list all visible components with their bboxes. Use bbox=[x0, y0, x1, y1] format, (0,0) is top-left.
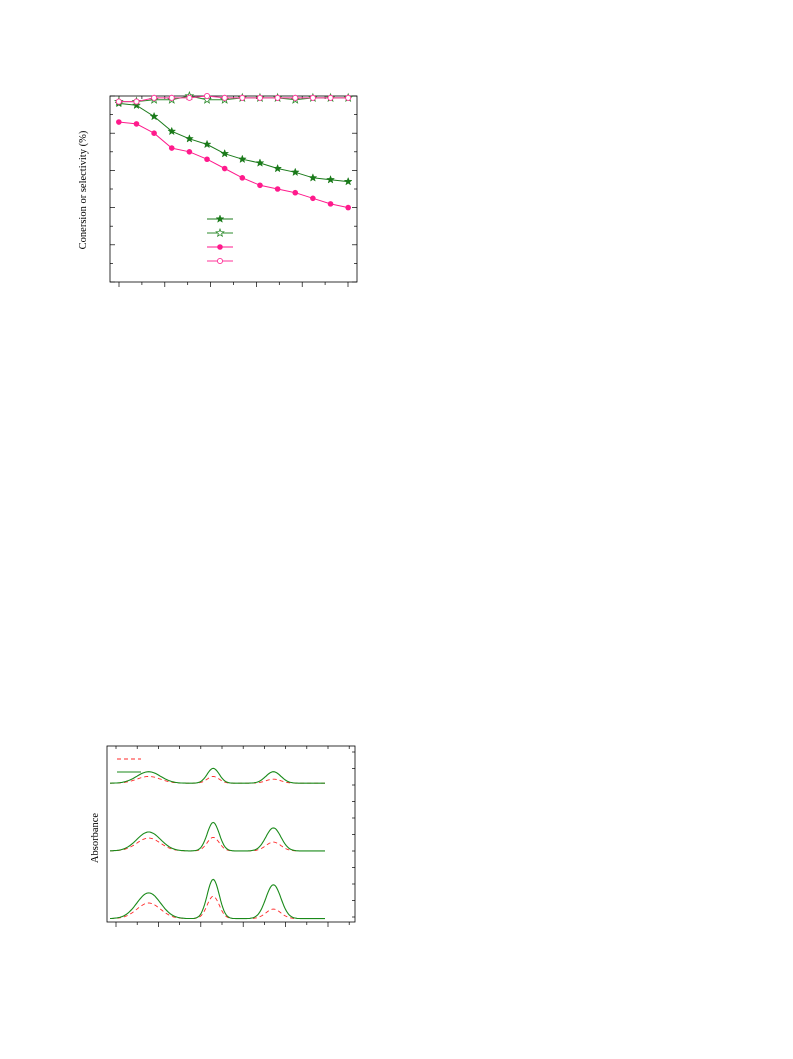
y-axis-label: Conersion or selectivity (%) bbox=[78, 130, 89, 249]
data-point-2 bbox=[133, 121, 140, 127]
legend bbox=[117, 758, 141, 773]
data-point-2 bbox=[168, 145, 175, 151]
data-point-3 bbox=[292, 94, 299, 101]
data-point-0 bbox=[184, 134, 194, 143]
dashed-spectrum-1 bbox=[109, 836, 325, 852]
solid-spectrum-1 bbox=[110, 821, 325, 852]
tick-marks bbox=[110, 95, 357, 287]
data-point-2 bbox=[221, 165, 228, 172]
data-point-3 bbox=[345, 94, 352, 101]
data-point-3 bbox=[115, 98, 122, 105]
data-point-0 bbox=[326, 174, 336, 184]
data-point-2 bbox=[327, 201, 334, 207]
data-point-3 bbox=[203, 92, 211, 100]
spectra-layer bbox=[109, 767, 325, 920]
data-point-3 bbox=[151, 94, 158, 101]
series-line-2 bbox=[118, 121, 349, 209]
dashed-spectrum-2 bbox=[110, 895, 325, 920]
data-point-2 bbox=[292, 189, 299, 196]
data-point-3 bbox=[274, 94, 281, 101]
data-point-0 bbox=[202, 139, 212, 149]
data-point-0 bbox=[255, 158, 265, 167]
data-point-1 bbox=[202, 94, 212, 104]
y-axis-label: Absorbance bbox=[90, 813, 101, 863]
data-point-0 bbox=[220, 148, 230, 158]
legend-marker bbox=[217, 244, 223, 250]
plot-frame bbox=[109, 95, 358, 283]
data-point-2 bbox=[204, 156, 210, 163]
data-point-2 bbox=[151, 130, 157, 136]
data-point-0 bbox=[237, 154, 247, 164]
data-point-2 bbox=[274, 186, 281, 192]
data-point-3 bbox=[186, 94, 193, 101]
data-point-0 bbox=[273, 163, 283, 173]
dashed-spectrum-0 bbox=[110, 776, 325, 784]
legend-marker bbox=[215, 214, 225, 223]
data-point-3 bbox=[133, 98, 140, 105]
conversion-selectivity-chart: Conersion or selectivity (%) bbox=[78, 90, 358, 287]
data-point-3 bbox=[256, 94, 264, 101]
data-point-0 bbox=[290, 167, 300, 177]
data-point-2 bbox=[239, 175, 246, 181]
data-point-3 bbox=[239, 94, 246, 101]
data-point-0 bbox=[343, 176, 353, 186]
legend-marker bbox=[215, 227, 225, 238]
data-point-2 bbox=[116, 119, 122, 125]
data-point-3 bbox=[221, 94, 228, 101]
tick-marks bbox=[115, 746, 355, 927]
series-layer bbox=[113, 90, 354, 211]
data-point-0 bbox=[131, 100, 141, 110]
solid-spectrum-2 bbox=[110, 878, 325, 920]
plot-frame bbox=[106, 745, 356, 923]
solid-spectrum-0 bbox=[110, 767, 325, 784]
data-point-2 bbox=[186, 149, 193, 155]
data-point-3 bbox=[327, 94, 334, 101]
data-point-2 bbox=[345, 204, 351, 211]
legend-marker bbox=[216, 257, 224, 265]
data-point-0 bbox=[308, 173, 318, 182]
data-point-2 bbox=[310, 195, 316, 202]
data-point-3 bbox=[168, 94, 175, 101]
data-point-3 bbox=[309, 94, 316, 101]
data-point-0 bbox=[167, 126, 177, 136]
data-point-2 bbox=[257, 182, 263, 189]
data-point-0 bbox=[149, 111, 159, 121]
legend bbox=[207, 214, 233, 265]
